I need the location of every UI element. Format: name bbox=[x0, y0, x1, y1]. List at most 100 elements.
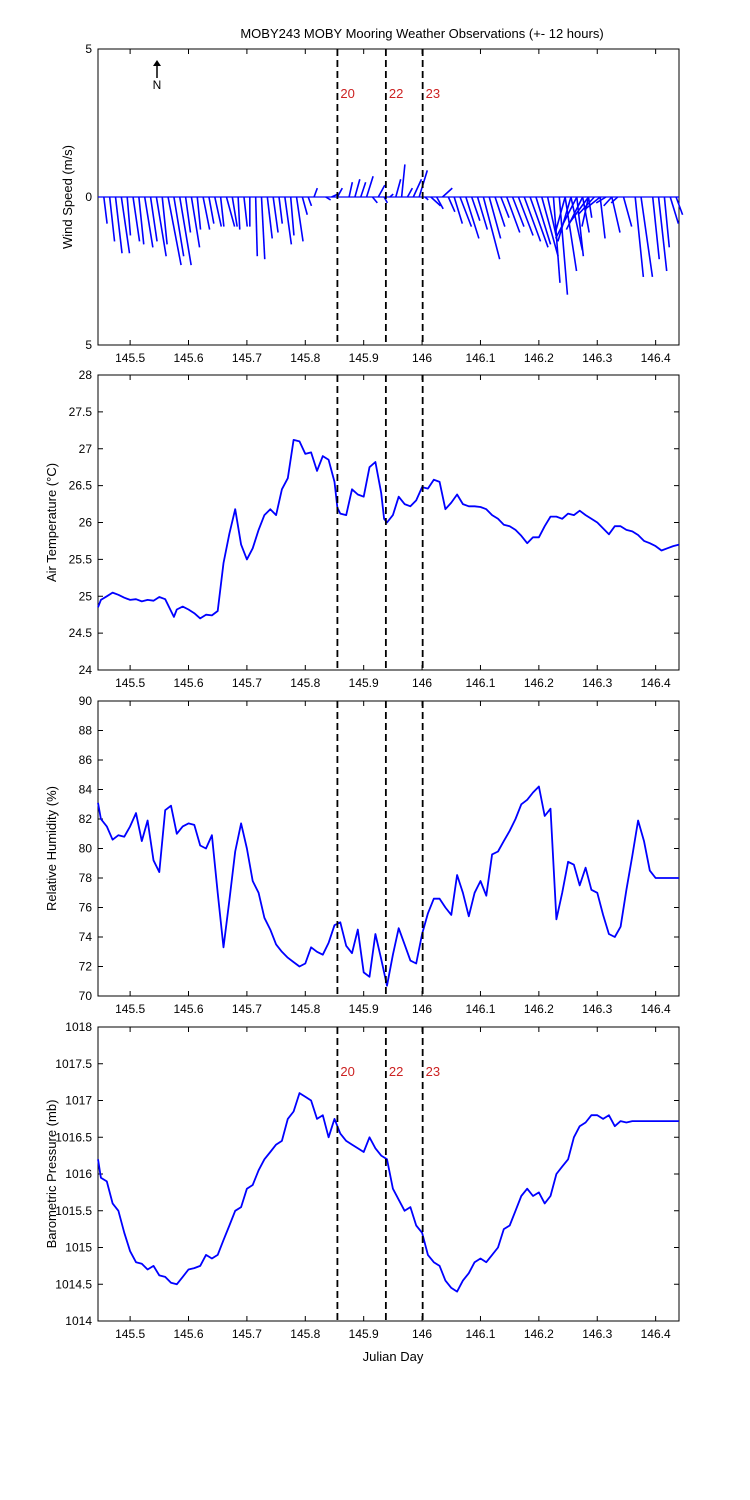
x-tick-label: 145.7 bbox=[232, 1002, 262, 1016]
chart-title: MOBY243 MOBY Mooring Weather Observation… bbox=[240, 26, 603, 41]
y-tick-label: 1017 bbox=[65, 1094, 92, 1108]
x-tick-label: 146.2 bbox=[524, 351, 554, 365]
y-tick-label: 24 bbox=[79, 663, 93, 677]
wind-vector bbox=[554, 196, 566, 233]
event-marker-label: 20 bbox=[340, 86, 354, 101]
y-tick-label: 28 bbox=[79, 368, 93, 382]
event-marker-label: 22 bbox=[389, 1064, 403, 1079]
event-marker-label: 22 bbox=[389, 86, 403, 101]
wind-vector bbox=[675, 196, 684, 216]
x-tick-label: 145.9 bbox=[349, 351, 379, 365]
wind-vector bbox=[231, 196, 238, 227]
wind-vector bbox=[149, 196, 158, 242]
wind-vector bbox=[348, 182, 354, 198]
x-tick-label: 145.8 bbox=[290, 1327, 320, 1341]
wind-vector bbox=[435, 196, 444, 210]
y-tick-label: 74 bbox=[79, 930, 93, 944]
y-tick-label: 1015 bbox=[65, 1241, 92, 1255]
y-tick-label: 1014.5 bbox=[55, 1277, 92, 1291]
x-tick-label: 146.1 bbox=[465, 1002, 495, 1016]
wind-vector bbox=[634, 196, 645, 278]
wind-vector bbox=[599, 196, 606, 239]
wind-vector bbox=[395, 179, 402, 198]
wind-vector bbox=[173, 196, 185, 257]
wind-vector bbox=[453, 196, 464, 224]
wind-vector bbox=[476, 196, 489, 230]
x-tick-label: 146.2 bbox=[524, 1327, 554, 1341]
y-tick-label: 24.5 bbox=[69, 626, 93, 640]
wind-vector bbox=[529, 196, 549, 248]
wind-vector bbox=[447, 196, 456, 213]
x-tick-label: 146.1 bbox=[465, 676, 495, 690]
wind-vector bbox=[354, 179, 361, 198]
wind-vector bbox=[103, 196, 108, 224]
x-tick-label: 145.6 bbox=[173, 351, 203, 365]
air-temperature-plot-frame bbox=[97, 374, 680, 671]
wind-vector bbox=[307, 196, 313, 207]
wind-vector bbox=[360, 181, 367, 198]
x-tick-label: 145.8 bbox=[290, 1002, 320, 1016]
x-tick-label: 145.6 bbox=[173, 676, 203, 690]
air-temperature-panel: 145.5 145.6 145.7 145.8 145.9 146 146.1 146.2 14… bbox=[44, 368, 680, 690]
x-tick-label: 145.5 bbox=[115, 1327, 145, 1341]
relative-humidity-panel: 145.5 145.6 145.7 145.8 145.9 146 146.1 146.2 14… bbox=[44, 694, 680, 1016]
wind-vector bbox=[260, 196, 266, 260]
wind-vector bbox=[400, 164, 406, 198]
wind-vector bbox=[657, 196, 668, 272]
wind-vector bbox=[640, 196, 654, 278]
x-tick-label: 146.4 bbox=[641, 1327, 671, 1341]
wind-vector bbox=[651, 196, 661, 260]
air-temperature-series-line bbox=[97, 438, 680, 620]
wind-vector bbox=[184, 196, 192, 233]
wind-vector bbox=[120, 196, 131, 254]
wind-vector bbox=[505, 196, 521, 233]
wind-vector bbox=[289, 196, 295, 236]
x-tick-label: 145.7 bbox=[232, 351, 262, 365]
chart-panels: 145.5 145.6 145.7 145.8 145.9 146 146.1 146.2 14… bbox=[44, 42, 684, 1341]
wind-vector bbox=[622, 196, 633, 227]
y-tick-label: 25.5 bbox=[69, 552, 93, 566]
x-tick-label: 145.6 bbox=[173, 1002, 203, 1016]
wind-vector bbox=[254, 196, 259, 257]
x-tick-label: 146.2 bbox=[524, 676, 554, 690]
x-tick-label: 146 bbox=[412, 1002, 432, 1016]
x-tick-label: 145.7 bbox=[232, 676, 262, 690]
wind-vector bbox=[465, 196, 480, 239]
x-tick-label: 145.9 bbox=[349, 1327, 379, 1341]
wind-vector bbox=[424, 196, 429, 201]
wind-vector bbox=[568, 196, 590, 225]
wind-vector bbox=[611, 196, 621, 233]
barometric-pressure-series-line bbox=[97, 1092, 679, 1293]
wind-vector bbox=[389, 193, 394, 198]
x-tick-label: 146.3 bbox=[582, 1002, 612, 1016]
wind-vector bbox=[552, 196, 561, 283]
y-tick-label: 26 bbox=[79, 516, 93, 530]
north-label: N bbox=[153, 78, 162, 92]
wind-vector bbox=[412, 178, 423, 198]
wind-vector bbox=[500, 196, 510, 219]
x-tick-label: 145.9 bbox=[349, 1002, 379, 1016]
x-tick-label: 146 bbox=[412, 351, 432, 365]
y-tick-label: 86 bbox=[79, 753, 93, 767]
x-tick-label: 145.8 bbox=[290, 676, 320, 690]
wind-vector bbox=[272, 196, 279, 233]
x-tick-label: 146.3 bbox=[582, 676, 612, 690]
y-tick-label: 84 bbox=[79, 783, 93, 797]
event-marker-label: 23 bbox=[426, 1064, 440, 1079]
event-marker-label: 23 bbox=[426, 86, 440, 101]
wind-vector bbox=[585, 196, 601, 210]
wind-vector bbox=[143, 196, 154, 248]
wind-vector bbox=[155, 196, 167, 257]
x-tick-label: 146.3 bbox=[582, 1327, 612, 1341]
y-tick-label: 70 bbox=[79, 989, 93, 1003]
wind-vector bbox=[202, 196, 211, 230]
x-tick-label: 146.3 bbox=[582, 351, 612, 365]
wind-vector bbox=[190, 196, 201, 248]
wind-vector bbox=[167, 196, 182, 266]
x-tick-label: 146.4 bbox=[641, 676, 671, 690]
air-temperature-y-label: Air Temperature (°C) bbox=[44, 463, 59, 582]
x-tick-label: 146.4 bbox=[641, 351, 671, 365]
y-tick-label: 25 bbox=[79, 589, 93, 603]
y-tick-label: 76 bbox=[79, 901, 93, 915]
